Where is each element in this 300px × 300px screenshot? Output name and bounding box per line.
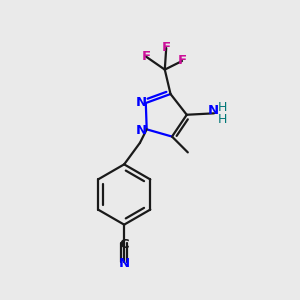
Text: H: H (218, 113, 227, 126)
Text: F: F (162, 41, 171, 54)
Text: N: N (136, 96, 147, 109)
Text: N: N (136, 124, 147, 137)
Text: F: F (178, 54, 187, 67)
Text: N: N (118, 257, 130, 270)
Text: H: H (218, 100, 227, 113)
Text: F: F (142, 50, 151, 63)
Text: C: C (119, 238, 129, 251)
Text: N: N (208, 104, 219, 117)
